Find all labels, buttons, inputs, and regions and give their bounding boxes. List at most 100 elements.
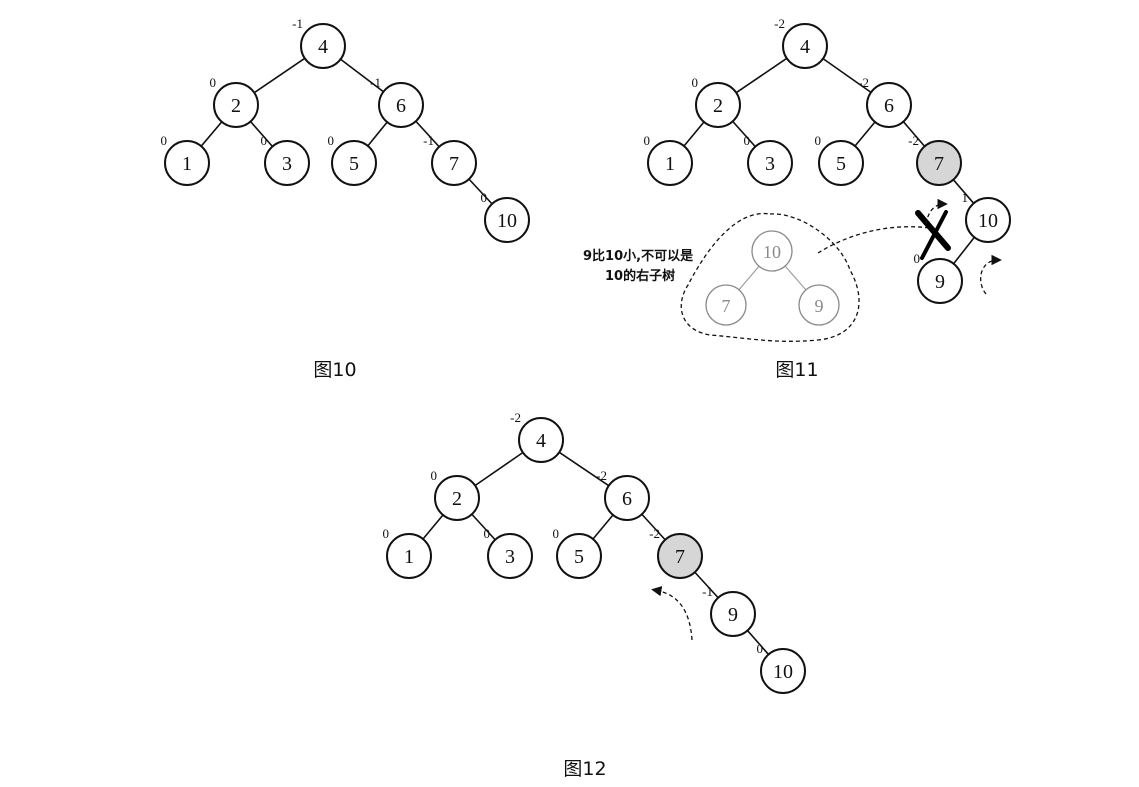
cross-mark-icon <box>915 210 951 260</box>
tree-edge <box>468 178 493 205</box>
node-label: 10 <box>978 210 998 232</box>
tree-node-7: 7 -2 <box>649 526 703 579</box>
node-circle <box>657 533 703 579</box>
ghost-node-7: 7 <box>705 284 747 326</box>
balance-factor: -2 <box>510 410 521 425</box>
balance-factor: 0 <box>815 133 822 148</box>
tree-node-6: 6 -2 <box>858 75 912 128</box>
node-circle <box>484 197 530 243</box>
node-label: 3 <box>505 546 515 568</box>
balance-factor: 0 <box>644 133 651 148</box>
node-circle <box>386 533 432 579</box>
balance-factor: -1 <box>702 584 713 599</box>
node-circle <box>695 82 741 128</box>
tree-edge <box>732 120 756 148</box>
node-label: 1 <box>665 153 675 175</box>
balance-factor: -2 <box>774 16 785 31</box>
node-label: 10 <box>497 210 517 232</box>
tree-node-9: 90 <box>914 251 963 304</box>
figure-12-caption: 图12 <box>563 758 606 780</box>
tree-node-6: 6 -1 <box>370 75 424 128</box>
tree-edge <box>340 58 384 93</box>
rotation-arrow-icon <box>925 198 948 225</box>
ghost-node-label: 9 <box>815 296 824 316</box>
note-line-1: 9比10小,不可以是 <box>583 248 694 264</box>
tree-edge <box>415 120 440 148</box>
node-label: 9 <box>728 604 738 626</box>
node-label: 7 <box>449 153 459 175</box>
ghost-tree-edge <box>738 265 760 291</box>
node-circle <box>164 140 210 186</box>
node-circle <box>604 475 650 521</box>
tree-node-2: 20 <box>210 75 259 128</box>
tree-edge <box>558 451 610 487</box>
node-label: 7 <box>675 546 685 568</box>
balance-factor: -2 <box>596 468 607 483</box>
node-label: 3 <box>765 153 775 175</box>
tree-node-1: 10 <box>644 133 693 186</box>
ghost-node-label: 7 <box>722 296 731 316</box>
tree-node-6: 6 -2 <box>596 468 650 521</box>
tree-edge <box>592 514 614 540</box>
rotation-arrow-icon <box>651 585 693 641</box>
node-label: 10 <box>773 661 793 683</box>
note-line-2: 10的右子树 <box>605 268 675 284</box>
tree-edge <box>952 236 976 265</box>
balance-factor: -2 <box>908 133 919 148</box>
node-label: 4 <box>800 36 810 58</box>
node-label: 2 <box>452 488 462 510</box>
node-label: 4 <box>318 36 328 58</box>
node-label: 7 <box>934 153 944 175</box>
balance-factor: -1 <box>292 16 303 31</box>
node-circle <box>916 140 962 186</box>
ghost-node-circle <box>751 230 793 272</box>
node-circle <box>434 475 480 521</box>
tree-edge <box>253 57 306 94</box>
tree-edge <box>952 179 975 204</box>
tree-node-7: 7 -2 <box>908 133 962 186</box>
balance-factor: -2 <box>858 75 869 90</box>
tree-node-1: 10 <box>383 526 432 579</box>
balance-factor: 0 <box>757 641 764 656</box>
tree-node-2: 20 <box>692 75 741 128</box>
node-circle <box>818 140 864 186</box>
node-circle <box>760 648 806 694</box>
node-label: 2 <box>713 95 723 117</box>
invalid-subtree-callout-outline <box>680 212 860 342</box>
tree-node-4: 4 -2 <box>774 16 828 69</box>
tree-edge <box>735 57 788 94</box>
node-circle <box>213 82 259 128</box>
balance-factor: 0 <box>744 133 751 148</box>
tree-edge <box>474 451 524 487</box>
node-circle <box>965 197 1011 243</box>
tree-node-4: 4 -1 <box>292 16 346 69</box>
balance-factor: 0 <box>210 75 217 90</box>
node-circle <box>647 140 693 186</box>
node-label: 9 <box>935 271 945 293</box>
tree-node-3: 30 <box>261 133 310 186</box>
node-label: 5 <box>349 153 359 175</box>
balance-factor: 0 <box>553 526 560 541</box>
tree-edge <box>641 513 666 541</box>
tree-node-2: 20 <box>431 468 480 521</box>
ghost-node-9: 9 <box>798 284 840 326</box>
node-circle <box>782 23 828 69</box>
node-label: 1 <box>182 153 192 175</box>
balance-factor: -2 <box>649 526 660 541</box>
balance-factor: 1 <box>962 190 969 205</box>
node-circle <box>556 533 602 579</box>
node-label: 5 <box>574 546 584 568</box>
node-circle <box>264 140 310 186</box>
node-label: 4 <box>536 430 546 452</box>
tree-node-5: 50 <box>328 133 377 186</box>
node-circle <box>710 591 756 637</box>
node-label: 6 <box>396 95 406 117</box>
balance-factor: 0 <box>692 75 699 90</box>
tree-edge <box>902 121 926 147</box>
tree-node-5: 50 <box>815 133 864 186</box>
node-circle <box>431 140 477 186</box>
tree-edge <box>249 120 274 148</box>
